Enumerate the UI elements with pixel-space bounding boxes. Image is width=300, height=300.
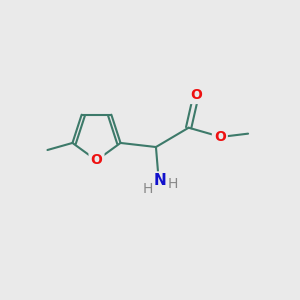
Text: N: N <box>154 173 167 188</box>
Text: H: H <box>168 177 178 191</box>
Text: H: H <box>142 182 153 196</box>
Text: O: O <box>214 130 226 144</box>
Text: O: O <box>190 88 202 102</box>
Text: O: O <box>91 153 102 167</box>
